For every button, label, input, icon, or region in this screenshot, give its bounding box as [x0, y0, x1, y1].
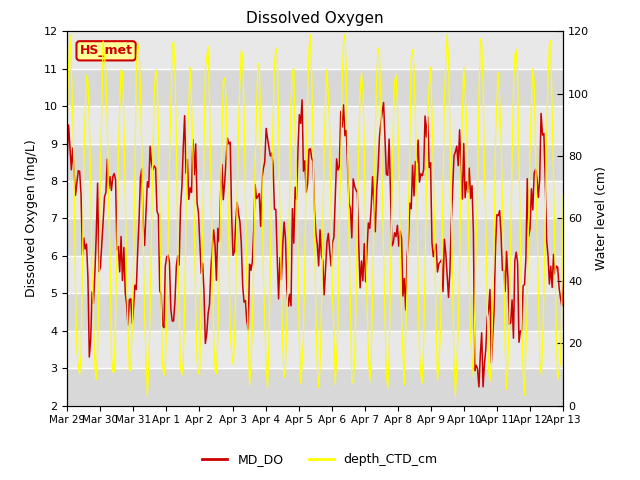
Y-axis label: Dissolved Oxygen (mg/L): Dissolved Oxygen (mg/L)	[25, 140, 38, 297]
Y-axis label: Water level (cm): Water level (cm)	[595, 167, 608, 270]
Bar	[67, 331, 563, 368]
Bar	[67, 106, 563, 144]
Bar	[67, 69, 563, 106]
Legend: MD_DO, depth_CTD_cm: MD_DO, depth_CTD_cm	[197, 448, 443, 471]
Text: HS_met: HS_met	[79, 44, 132, 57]
Bar	[67, 368, 563, 406]
Bar	[67, 218, 563, 256]
Bar	[67, 293, 563, 331]
Bar	[67, 256, 563, 293]
Bar	[67, 181, 563, 218]
Bar	[67, 144, 563, 181]
Bar	[67, 31, 563, 69]
Title: Dissolved Oxygen: Dissolved Oxygen	[246, 11, 384, 26]
